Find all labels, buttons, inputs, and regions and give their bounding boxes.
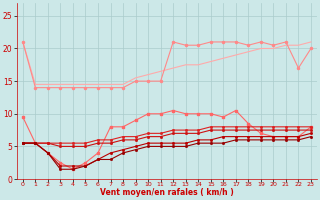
X-axis label: Vent moyen/en rafales ( km/h ): Vent moyen/en rafales ( km/h ) xyxy=(100,188,234,197)
